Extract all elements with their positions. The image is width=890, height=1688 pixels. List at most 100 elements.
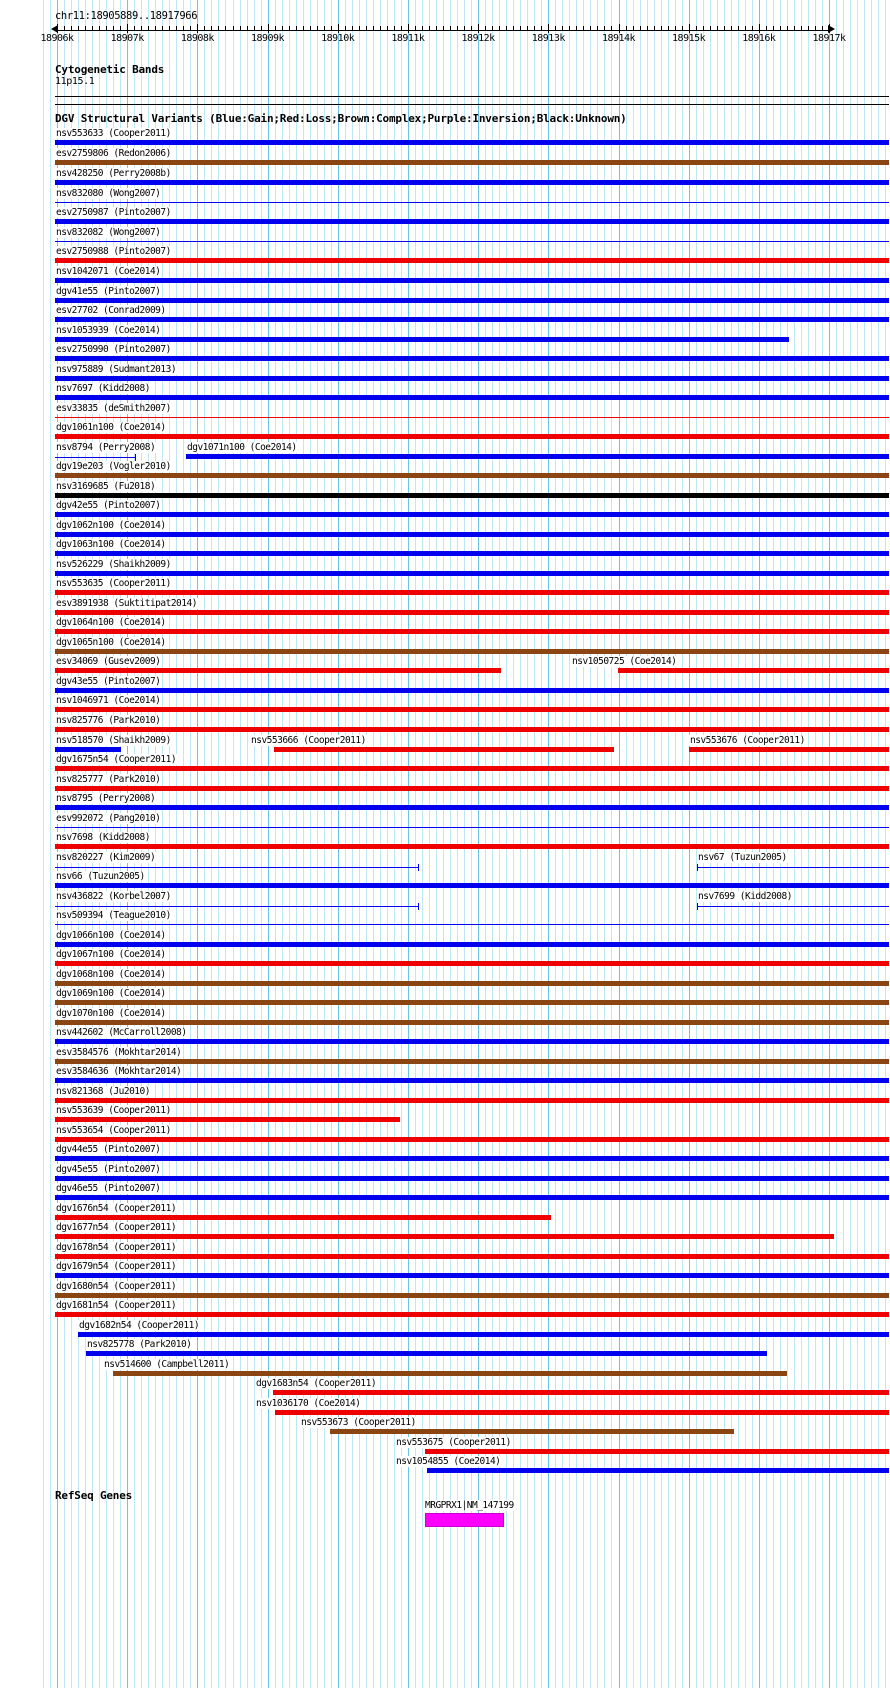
variant-label[interactable]: dgv1676n54 (Cooper2011)	[55, 1203, 178, 1214]
variant-label[interactable]: nsv8795 (Perry2008)	[55, 793, 157, 804]
variant-bar[interactable]	[55, 942, 889, 947]
variant-label[interactable]: esv3891938 (Suktitipat2014)	[55, 598, 198, 609]
variant-bar[interactable]	[55, 202, 889, 203]
variant-bar[interactable]	[55, 883, 889, 888]
variant-bar[interactable]	[55, 1020, 889, 1025]
variant-label[interactable]: nsv553666 (Cooper2011)	[250, 735, 367, 746]
variant-label[interactable]: esv2750990 (Pinto2007)	[55, 344, 172, 355]
variant-bar[interactable]	[55, 512, 889, 517]
variant-label[interactable]: dgv1063n100 (Coe2014)	[55, 539, 167, 550]
variant-bar[interactable]	[186, 454, 889, 459]
variant-bar[interactable]	[274, 747, 614, 752]
variant-label[interactable]: nsv1050725 (Coe2014)	[571, 656, 678, 667]
variant-bar[interactable]	[697, 906, 889, 907]
variant-bar[interactable]	[55, 688, 889, 693]
variant-bar[interactable]	[55, 434, 889, 439]
variant-bar[interactable]	[55, 707, 889, 712]
variant-bar[interactable]	[275, 1410, 889, 1415]
variant-label[interactable]: nsv553633 (Cooper2011)	[55, 128, 172, 139]
variant-bar[interactable]	[55, 160, 889, 165]
variant-bar[interactable]	[689, 747, 889, 752]
variant-label[interactable]: nsv553675 (Cooper2011)	[395, 1437, 512, 1448]
variant-bar[interactable]	[78, 1332, 889, 1337]
variant-bar[interactable]	[55, 906, 418, 907]
variant-label[interactable]: nsv975889 (Sudmant2013)	[55, 364, 178, 375]
variant-bar[interactable]	[55, 867, 418, 868]
variant-label[interactable]: dgv1062n100 (Coe2014)	[55, 520, 167, 531]
variant-label[interactable]: nsv442602 (McCarroll2008)	[55, 1027, 188, 1038]
variant-bar[interactable]	[55, 844, 889, 849]
variant-bar[interactable]	[55, 278, 889, 283]
variant-label[interactable]: dgv1065n100 (Coe2014)	[55, 637, 167, 648]
variant-bar[interactable]	[55, 590, 889, 595]
variant-label[interactable]: dgv1066n100 (Coe2014)	[55, 930, 167, 941]
variant-bar[interactable]	[55, 395, 889, 400]
variant-label[interactable]: dgv45e55 (Pinto2007)	[55, 1164, 162, 1175]
variant-label[interactable]: nsv553673 (Cooper2011)	[300, 1417, 417, 1428]
variant-bar[interactable]	[55, 1137, 889, 1142]
variant-label[interactable]: nsv436822 (Korbel2007)	[55, 891, 172, 902]
variant-bar[interactable]	[55, 532, 889, 537]
variant-bar[interactable]	[55, 1156, 889, 1161]
variant-label[interactable]: esv3584576 (Mokhtar2014)	[55, 1047, 183, 1058]
variant-label[interactable]: nsv1042071 (Coe2014)	[55, 266, 162, 277]
variant-label[interactable]: nsv832082 (Wong2007)	[55, 227, 162, 238]
variant-bar[interactable]	[55, 571, 889, 576]
variant-label[interactable]: nsv1036170 (Coe2014)	[255, 1398, 362, 1409]
gene-bar-mrgprx1[interactable]	[425, 1513, 504, 1527]
variant-bar[interactable]	[55, 961, 889, 966]
variant-bar[interactable]	[113, 1371, 787, 1376]
variant-bar[interactable]	[55, 786, 889, 791]
variant-bar[interactable]	[427, 1468, 889, 1473]
variant-label[interactable]: esv2750987 (Pinto2007)	[55, 207, 172, 218]
variant-label[interactable]: nsv553654 (Cooper2011)	[55, 1125, 172, 1136]
variant-label[interactable]: dgv1677n54 (Cooper2011)	[55, 1222, 178, 1233]
variant-bar[interactable]	[618, 668, 889, 673]
variant-label[interactable]: nsv514600 (Campbell2011)	[103, 1359, 231, 1370]
variant-label[interactable]: dgv1681n54 (Cooper2011)	[55, 1300, 178, 1311]
variant-label[interactable]: nsv553635 (Cooper2011)	[55, 578, 172, 589]
variant-bar[interactable]	[55, 180, 889, 185]
variant-label[interactable]: esv34069 (Gusev2009)	[55, 656, 162, 667]
variant-bar[interactable]	[55, 1195, 889, 1200]
variant-label[interactable]: nsv7699 (Kidd2008)	[697, 891, 793, 902]
variant-bar[interactable]	[55, 1117, 400, 1122]
variant-bar[interactable]	[55, 649, 889, 654]
variant-bar[interactable]	[55, 417, 889, 418]
variant-bar[interactable]	[425, 1449, 889, 1454]
variant-label[interactable]: nsv821368 (Ju2010)	[55, 1086, 151, 1097]
variant-label[interactable]: dgv1070n100 (Coe2014)	[55, 1008, 167, 1019]
variant-bar[interactable]	[55, 805, 889, 810]
variant-bar[interactable]	[55, 376, 889, 381]
variant-label[interactable]: nsv67 (Tuzun2005)	[697, 852, 788, 863]
variant-label[interactable]: esv2759806 (Redon2006)	[55, 148, 172, 159]
variant-label[interactable]: nsv66 (Tuzun2005)	[55, 871, 146, 882]
variant-bar[interactable]	[55, 1215, 551, 1220]
variant-label[interactable]: dgv43e55 (Pinto2007)	[55, 676, 162, 687]
variant-bar[interactable]	[55, 1059, 889, 1064]
variant-bar[interactable]	[55, 258, 889, 263]
variant-label[interactable]: nsv428250 (Perry2008b)	[55, 168, 172, 179]
variant-bar[interactable]	[55, 981, 889, 986]
variant-bar[interactable]	[55, 1293, 889, 1298]
variant-bar[interactable]	[55, 610, 889, 615]
variant-label[interactable]: dgv42e55 (Pinto2007)	[55, 500, 162, 511]
variant-label[interactable]: dgv1068n100 (Coe2014)	[55, 969, 167, 980]
variant-label[interactable]: esv2750988 (Pinto2007)	[55, 246, 172, 257]
variant-bar[interactable]	[55, 1078, 889, 1083]
variant-label[interactable]: dgv41e55 (Pinto2007)	[55, 286, 162, 297]
variant-bar[interactable]	[55, 473, 889, 478]
variant-label[interactable]: esv992072 (Pang2010)	[55, 813, 162, 824]
variant-label[interactable]: nsv7697 (Kidd2008)	[55, 383, 151, 394]
variant-label[interactable]: esv33835 (deSmith2007)	[55, 403, 172, 414]
variant-bar[interactable]	[55, 668, 501, 673]
variant-label[interactable]: nsv820227 (Kim2009)	[55, 852, 157, 863]
variant-label[interactable]: nsv1053939 (Coe2014)	[55, 325, 162, 336]
variant-bar[interactable]	[55, 219, 889, 224]
variant-bar[interactable]	[86, 1351, 767, 1356]
variant-bar[interactable]	[55, 629, 889, 634]
variant-label[interactable]: dgv1071n100 (Coe2014)	[186, 442, 298, 453]
variant-bar[interactable]	[55, 727, 889, 732]
variant-label[interactable]: dgv46e55 (Pinto2007)	[55, 1183, 162, 1194]
variant-label[interactable]: dgv19e203 (Vogler2010)	[55, 461, 172, 472]
